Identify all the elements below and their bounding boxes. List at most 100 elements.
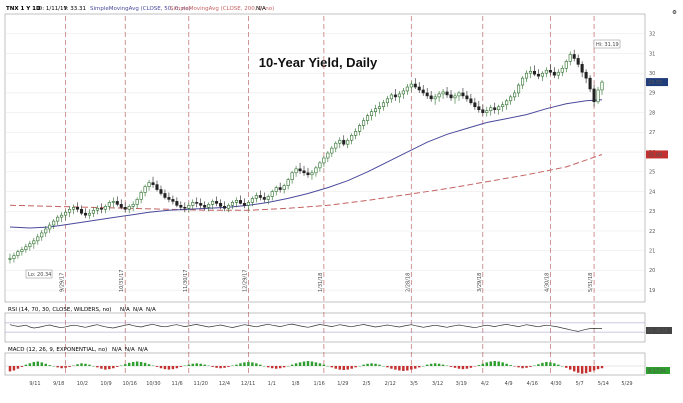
- macd-histogram-bar: [147, 364, 151, 366]
- macd-histogram-bar: [600, 366, 604, 369]
- candle-body: [230, 202, 235, 206]
- macd-histogram-bar: [318, 363, 322, 366]
- candle-body: [207, 204, 211, 208]
- macd-histogram-bar: [414, 366, 417, 369]
- macd-histogram-bar: [330, 366, 334, 368]
- macd-histogram-bar: [68, 366, 71, 367]
- candle-body: [44, 228, 48, 234]
- candle-body: [8, 258, 12, 260]
- macd-histogram-bar: [350, 366, 353, 369]
- macd-histogram-bar: [32, 361, 36, 366]
- candle-body: [326, 152, 330, 159]
- macd-histogram-bar: [187, 364, 191, 366]
- macd-histogram-bar: [267, 366, 270, 368]
- macd-histogram-bar: [12, 366, 16, 371]
- candle-body: [588, 77, 592, 90]
- macd-histogram-bar: [497, 361, 500, 366]
- macd-histogram-bar: [235, 364, 238, 366]
- chart-title: 10-Year Yield, Daily: [259, 55, 378, 70]
- candle-body: [425, 92, 429, 97]
- candle-body: [147, 182, 151, 187]
- candle-body: [362, 120, 366, 126]
- candle-body: [171, 199, 175, 202]
- candle-body: [95, 207, 99, 211]
- macd-histogram-bar: [517, 366, 520, 368]
- macd-histogram-bar: [116, 366, 119, 367]
- candle-body: [354, 131, 358, 136]
- macd-histogram-bar: [477, 365, 481, 366]
- value-label: Y: 33.31: [63, 6, 86, 12]
- x-tick-label: 11/6: [171, 381, 182, 387]
- last-price-label: 29.55: [648, 80, 662, 86]
- macd-histogram-bar: [155, 366, 159, 367]
- candle-body: [600, 81, 604, 91]
- candle-body: [127, 206, 131, 210]
- macd-histogram-bar: [139, 361, 143, 366]
- high-callout: Hi: 31.19: [596, 42, 619, 48]
- y-tick-label: 24: [649, 189, 655, 195]
- macd-histogram-bar: [410, 366, 413, 370]
- x-tick-label: 4/2: [481, 381, 489, 387]
- candle-body: [52, 220, 56, 226]
- x-tick-label: 10/16: [123, 381, 137, 387]
- rsi-na-3: N/A: [146, 307, 156, 313]
- macd-histogram-bar: [576, 366, 580, 373]
- candle-body: [461, 92, 465, 97]
- price-annotations: Lo: 20.34 Hi: 31.19 29.55 25.88: [25, 39, 668, 279]
- candle-body: [179, 205, 183, 208]
- candle-body: [505, 100, 509, 106]
- candle-body: [143, 186, 147, 193]
- candle-body: [183, 206, 187, 209]
- sma200-line-group: [9, 154, 603, 211]
- rsi-value-label: 45.4626: [647, 329, 668, 335]
- macd-histogram-bar: [525, 366, 528, 368]
- x-tick-label: 9/11: [29, 381, 40, 387]
- candle-body: [223, 206, 227, 209]
- macd-histogram-bar: [123, 364, 127, 366]
- macd-histogram-bar: [104, 366, 107, 370]
- candle-body: [302, 170, 306, 174]
- macd-histogram-bar: [179, 366, 183, 367]
- price-pane: [4, 13, 646, 303]
- candle-body: [528, 70, 533, 74]
- macd-histogram-bar: [199, 363, 202, 366]
- candle-body: [556, 71, 560, 76]
- candle-body: [246, 202, 250, 206]
- candle-body: [596, 89, 600, 103]
- settings-icon[interactable]: ⚙: [672, 10, 677, 16]
- candle-body: [20, 249, 24, 252]
- month-separators: 9/29/17 10/31/17 11/30/17 12/29/17 1/31/18 2/…: [60, 16, 595, 376]
- candle-body: [358, 125, 362, 132]
- candle-body: [310, 172, 314, 176]
- candlesticks: [8, 49, 604, 264]
- macd-histogram-bar: [342, 366, 345, 371]
- candle-body: [485, 110, 489, 113]
- macd-histogram-bar: [441, 364, 445, 366]
- separator-date-label: 3/29/18: [477, 273, 483, 292]
- macd-histogram-bar: [370, 363, 373, 366]
- candle-body: [298, 168, 302, 172]
- macd-histogram-bar: [112, 366, 115, 369]
- macd-histogram-bar: [36, 361, 40, 366]
- candle-body: [234, 200, 238, 203]
- candle-body: [524, 72, 529, 79]
- macd-histogram-bar: [60, 366, 63, 369]
- candle-body: [350, 135, 354, 141]
- candle-body: [64, 211, 68, 216]
- macd-histogram-bar: [247, 361, 250, 366]
- macd-histogram-bar: [20, 366, 24, 367]
- macd-histogram-bar: [306, 361, 310, 366]
- macd-histogram-bar: [8, 366, 12, 372]
- macd-histogram-bar: [294, 363, 298, 366]
- candle-body: [342, 139, 346, 145]
- candle-body: [24, 246, 28, 250]
- separator-date-label: 5/31/18: [588, 273, 594, 292]
- sma200-price-tag: [646, 150, 668, 159]
- macd-histogram-bar: [274, 366, 278, 369]
- candle-body: [290, 172, 294, 180]
- candle-body: [449, 94, 453, 99]
- y-tick-label: 30: [649, 71, 655, 77]
- macd-histogram-bar: [469, 366, 473, 368]
- candle-body: [433, 96, 437, 100]
